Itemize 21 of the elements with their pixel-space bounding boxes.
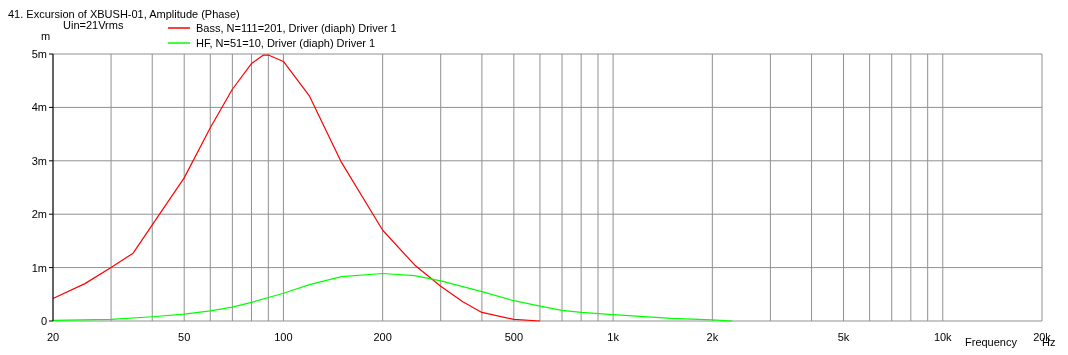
y-tick-label: 3m bbox=[31, 154, 47, 167]
x-tick-label: 100 bbox=[274, 330, 293, 343]
y-tick-label: 1m bbox=[31, 261, 47, 274]
x-axis-title: Frequency bbox=[965, 336, 1017, 348]
legend-label: Bass, N=111=201, Driver (diaph) Driver 1 bbox=[196, 21, 397, 34]
y-tick-label: 0 bbox=[40, 314, 47, 327]
x-tick-label: 10k bbox=[933, 330, 953, 343]
legend-label: HF, N=51=10, Driver (diaph) Driver 1 bbox=[196, 36, 376, 49]
x-tick-label: 5k bbox=[837, 330, 850, 343]
x-tick-label: 50 bbox=[178, 330, 191, 343]
text: Uin=21Vrms bbox=[63, 19, 124, 31]
x-tick-label: 500 bbox=[504, 330, 524, 343]
y-tick-label: 2m bbox=[31, 208, 47, 221]
x-tick-label: 1k bbox=[607, 330, 620, 343]
y-tick-label: 5m bbox=[31, 47, 47, 60]
y-tick-label: 4m bbox=[31, 101, 47, 114]
x-tick-label: 2k bbox=[706, 330, 719, 343]
x-tick-label: 200 bbox=[373, 330, 392, 343]
y-axis-title: m bbox=[41, 30, 51, 42]
x-tick-label: 20 bbox=[46, 330, 60, 343]
chart-title: 41. Excursion of XBUSH-01, Amplitude (Phase) bbox=[8, 8, 240, 20]
